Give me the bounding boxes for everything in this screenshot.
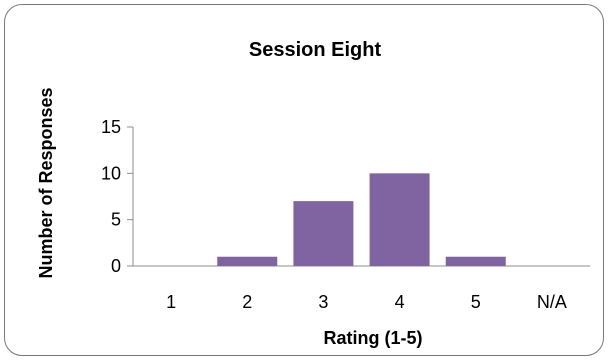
bar-5	[445, 256, 506, 266]
x-tick-label: 5	[471, 292, 481, 312]
y-tick-label: 15	[101, 117, 121, 137]
y-tick-label: 0	[111, 256, 121, 276]
chart-title: Session Eight	[249, 39, 382, 61]
y-tick-label: 10	[101, 163, 121, 183]
bar-4	[369, 173, 430, 266]
x-tick-label: 3	[318, 292, 328, 312]
plot-area: 0 5 10 15 1 2 3 4 5 N/A	[101, 117, 590, 312]
y-axis-title: Number of Responses	[36, 87, 56, 278]
x-tick-label: 4	[395, 292, 405, 312]
x-axis-title: Rating (1-5)	[324, 328, 423, 348]
chart-frame	[4, 4, 604, 356]
x-tick-label: 1	[166, 292, 176, 312]
y-tick-label: 5	[111, 210, 121, 230]
x-tick-label: 2	[242, 292, 252, 312]
x-tick-label: N/A	[537, 292, 567, 312]
bar-3	[293, 201, 354, 266]
bar-2	[217, 256, 278, 266]
